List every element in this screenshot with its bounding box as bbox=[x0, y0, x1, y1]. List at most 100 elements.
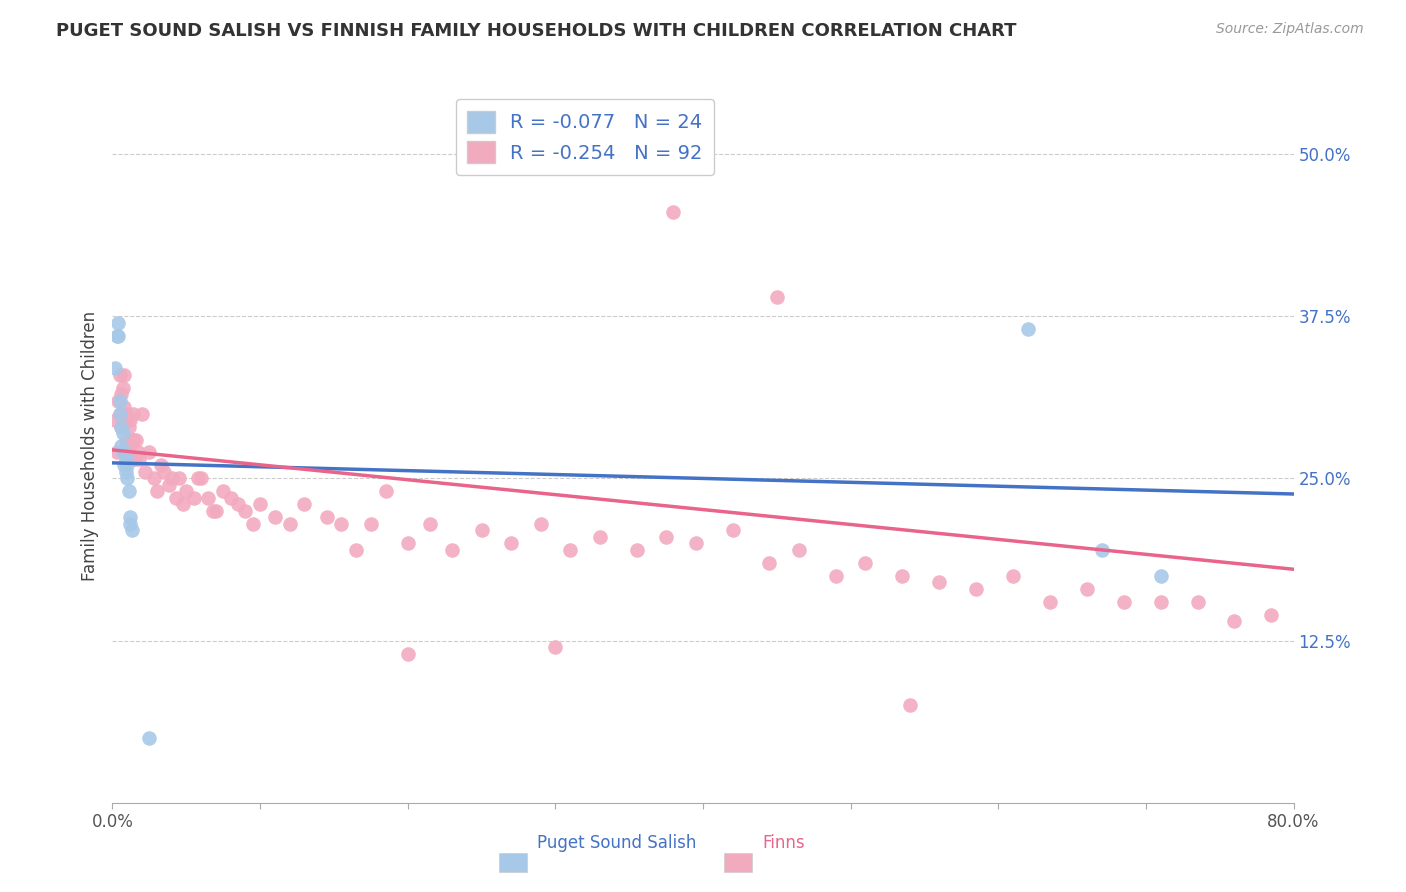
Point bbox=[111, 381, 134, 395]
Point bbox=[758, 556, 780, 570]
Point bbox=[374, 484, 396, 499]
Point bbox=[470, 524, 494, 538]
Point bbox=[242, 516, 264, 531]
Point bbox=[120, 516, 142, 531]
Point bbox=[114, 465, 136, 479]
Point bbox=[122, 407, 145, 421]
Point bbox=[529, 516, 551, 531]
Point bbox=[928, 575, 950, 590]
Text: Source: ZipAtlas.com: Source: ZipAtlas.com bbox=[1216, 22, 1364, 37]
Point bbox=[1001, 568, 1024, 582]
Point bbox=[108, 407, 131, 421]
Point bbox=[501, 536, 523, 550]
Point bbox=[419, 516, 441, 531]
Point bbox=[1076, 582, 1098, 596]
Point bbox=[588, 530, 610, 544]
Text: Puget Sound Salish: Puget Sound Salish bbox=[537, 834, 696, 852]
Point bbox=[292, 497, 315, 511]
Y-axis label: Family Households with Children: Family Households with Children bbox=[80, 311, 98, 581]
Point bbox=[315, 510, 337, 524]
Point bbox=[114, 452, 136, 467]
Point bbox=[125, 433, 148, 447]
Point bbox=[662, 205, 685, 219]
Point bbox=[891, 568, 914, 582]
Point bbox=[1017, 322, 1039, 336]
Point bbox=[105, 445, 128, 459]
Point bbox=[855, 556, 877, 570]
Point bbox=[201, 504, 224, 518]
Point bbox=[108, 393, 131, 408]
Point bbox=[120, 510, 142, 524]
Point bbox=[233, 504, 256, 518]
Point bbox=[396, 647, 419, 661]
Point bbox=[558, 542, 582, 557]
Point bbox=[120, 413, 142, 427]
Point bbox=[441, 542, 464, 557]
Point bbox=[107, 328, 129, 343]
Point bbox=[626, 542, 648, 557]
Point bbox=[1260, 607, 1282, 622]
Point bbox=[118, 484, 141, 499]
Point bbox=[1039, 595, 1062, 609]
Point bbox=[766, 290, 789, 304]
Point bbox=[721, 524, 744, 538]
Text: PUGET SOUND SALISH VS FINNISH FAMILY HOUSEHOLDS WITH CHILDREN CORRELATION CHART: PUGET SOUND SALISH VS FINNISH FAMILY HOU… bbox=[56, 22, 1017, 40]
Point bbox=[787, 542, 810, 557]
Point bbox=[360, 516, 382, 531]
Point bbox=[110, 387, 132, 401]
Point bbox=[655, 530, 678, 544]
Point bbox=[1187, 595, 1209, 609]
Point bbox=[108, 407, 131, 421]
Point bbox=[121, 524, 143, 538]
Point bbox=[121, 433, 143, 447]
Point bbox=[183, 491, 205, 505]
Point bbox=[157, 478, 180, 492]
Point bbox=[898, 698, 921, 713]
Point bbox=[107, 393, 129, 408]
Point bbox=[112, 445, 135, 459]
Point bbox=[111, 413, 134, 427]
Point bbox=[114, 433, 136, 447]
Point bbox=[112, 458, 135, 473]
Point bbox=[150, 458, 173, 473]
Point bbox=[167, 471, 190, 485]
Point bbox=[104, 413, 127, 427]
Point bbox=[117, 439, 138, 453]
Point bbox=[128, 452, 150, 467]
Legend: R = -0.077   N = 24, R = -0.254   N = 92: R = -0.077 N = 24, R = -0.254 N = 92 bbox=[456, 99, 714, 175]
Point bbox=[138, 445, 160, 459]
Point bbox=[160, 471, 183, 485]
Point bbox=[138, 731, 160, 745]
Point bbox=[117, 471, 138, 485]
Point bbox=[344, 542, 367, 557]
Point bbox=[124, 452, 146, 467]
Point bbox=[249, 497, 271, 511]
Point bbox=[107, 316, 129, 330]
Point bbox=[205, 504, 228, 518]
Point bbox=[219, 491, 242, 505]
Point bbox=[1223, 614, 1246, 628]
Point bbox=[330, 516, 353, 531]
Point bbox=[111, 425, 134, 440]
Point bbox=[114, 407, 136, 421]
Point bbox=[121, 452, 143, 467]
Point bbox=[110, 419, 132, 434]
Point bbox=[105, 328, 128, 343]
Point bbox=[172, 497, 194, 511]
Point bbox=[187, 471, 209, 485]
Point bbox=[117, 413, 138, 427]
Point bbox=[104, 361, 127, 376]
Point bbox=[122, 433, 145, 447]
Point bbox=[1112, 595, 1135, 609]
Point bbox=[131, 407, 153, 421]
Point bbox=[197, 491, 219, 505]
Point bbox=[174, 484, 197, 499]
Point bbox=[153, 465, 176, 479]
Point bbox=[190, 471, 212, 485]
Point bbox=[142, 471, 165, 485]
Point bbox=[1091, 542, 1114, 557]
Point bbox=[396, 536, 419, 550]
Point bbox=[110, 439, 132, 453]
Point bbox=[165, 491, 187, 505]
Point bbox=[544, 640, 567, 654]
